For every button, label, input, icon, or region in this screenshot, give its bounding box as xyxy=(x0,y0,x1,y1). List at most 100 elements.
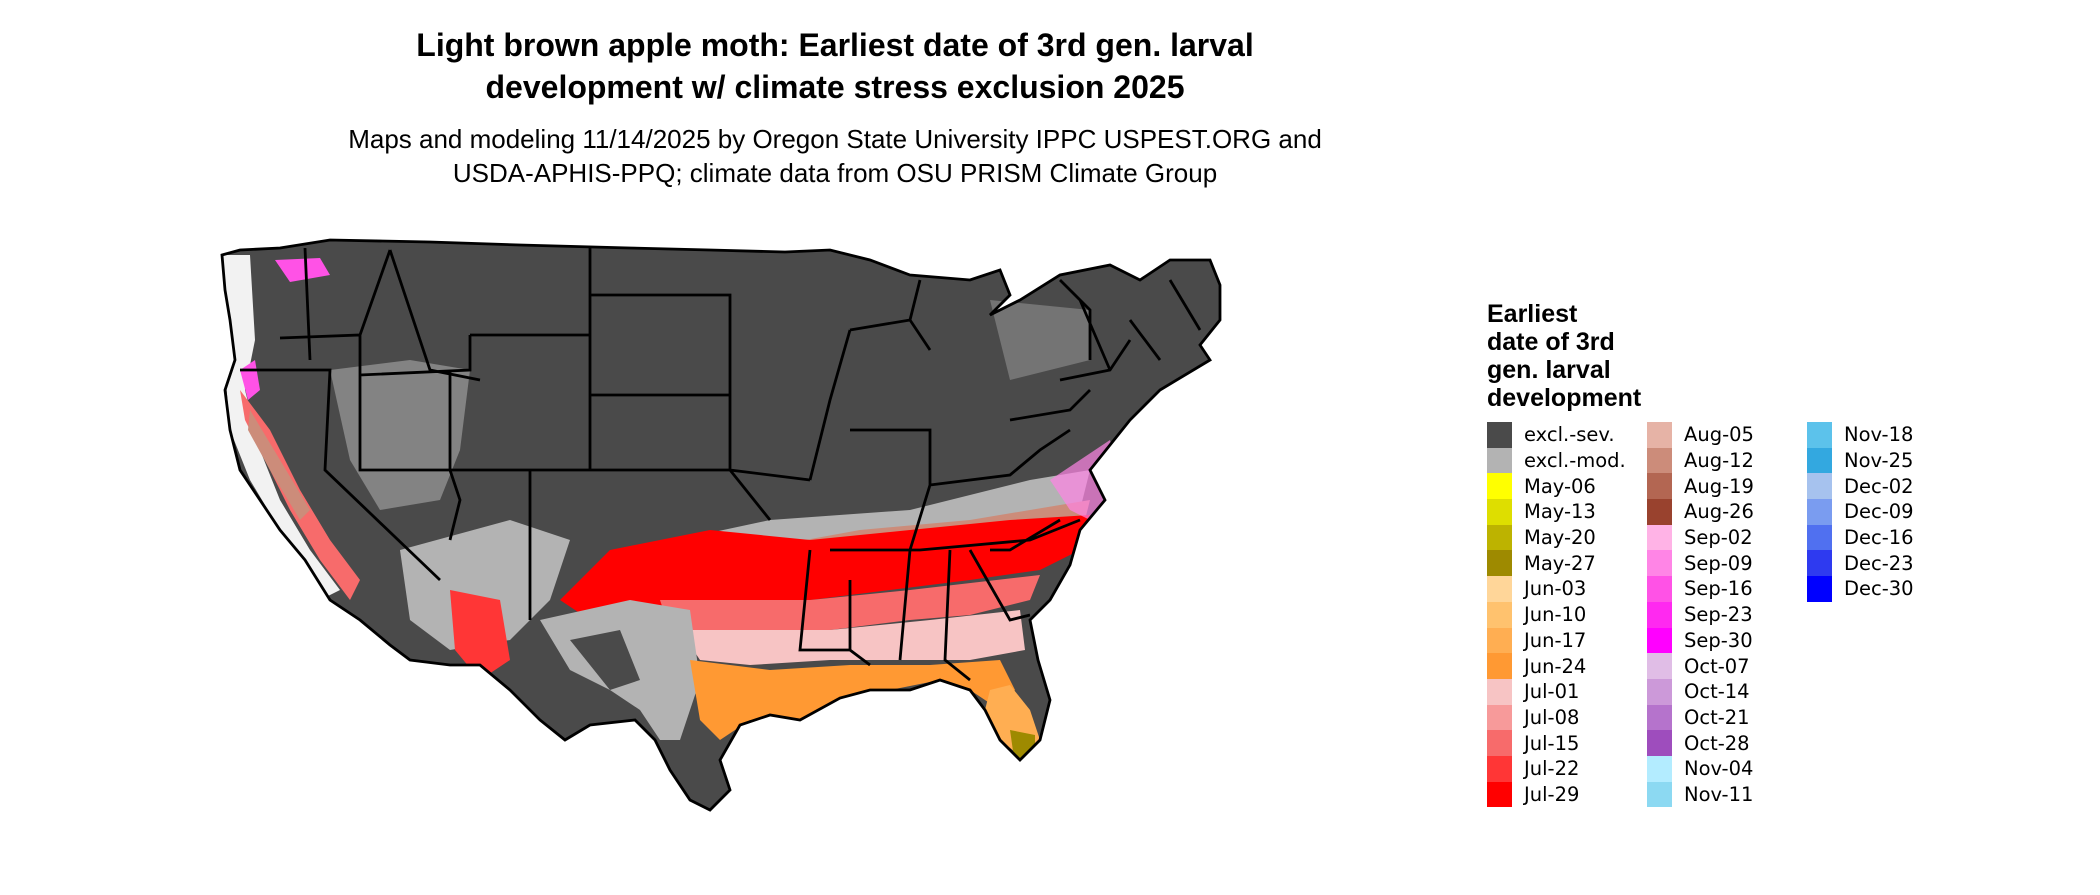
legend-swatch xyxy=(1487,781,1512,808)
legend-item: Aug-05 xyxy=(1647,422,1754,448)
subtitle-line-2: USDA-APHIS-PPQ; climate data from OSU PR… xyxy=(452,158,1218,188)
legend-swatch xyxy=(1487,447,1512,474)
legend-label: Sep-16 xyxy=(1684,577,1753,601)
legend-item: Nov-04 xyxy=(1647,755,1754,782)
legend-swatch xyxy=(1647,550,1672,577)
legend-item: Sep-09 xyxy=(1647,550,1754,577)
legend-label: Dec-09 xyxy=(1844,500,1914,524)
legend-item: Jul-29 xyxy=(1487,781,1626,808)
legend-label: Nov-04 xyxy=(1684,757,1754,781)
legend-label: Nov-18 xyxy=(1844,423,1914,447)
region-northeast-mod xyxy=(990,300,1090,380)
map-subtitle: Maps and modeling 11/14/2025 by Oregon S… xyxy=(0,122,1670,190)
title-line-1: Light brown apple moth: Earliest date of… xyxy=(416,27,1254,63)
legend-item: May-27 xyxy=(1487,550,1626,577)
legend-swatch xyxy=(1647,499,1672,525)
legend-label: Jun-10 xyxy=(1524,603,1587,627)
legend-item: Nov-11 xyxy=(1647,781,1754,808)
legend-label: May-06 xyxy=(1524,474,1596,498)
legend-item: May-20 xyxy=(1487,524,1626,551)
legend-label: Jun-24 xyxy=(1524,654,1587,678)
region-southwest-mod xyxy=(400,520,570,650)
legend-item: Jun-24 xyxy=(1487,653,1626,679)
legend-label: Oct-28 xyxy=(1684,731,1750,755)
legend-label: Oct-14 xyxy=(1684,680,1750,704)
legend-swatch xyxy=(1647,422,1672,448)
legend-swatch xyxy=(1487,499,1512,525)
legend-swatch xyxy=(1487,678,1512,705)
subtitle-line-1: Maps and modeling 11/14/2025 by Oregon S… xyxy=(348,124,1322,154)
legend-item: Dec-16 xyxy=(1807,524,1914,551)
legend-label: Aug-12 xyxy=(1684,449,1754,473)
legend-column-2: Aug-05 Aug-12 Aug-19 Aug-26 Sep-02 Sep-09 Sep-… xyxy=(1647,422,1754,808)
legend-item: May-13 xyxy=(1487,499,1626,525)
legend-label: Dec-16 xyxy=(1844,526,1914,550)
legend-label: Jul-08 xyxy=(1524,705,1580,729)
legend-swatch xyxy=(1487,730,1512,756)
legend-item: Jul-15 xyxy=(1487,730,1626,756)
legend-label: Oct-07 xyxy=(1684,654,1750,678)
legend-swatch xyxy=(1647,704,1672,731)
region-pacific-coast xyxy=(222,255,340,600)
legend-swatch xyxy=(1487,422,1512,448)
legend-swatch xyxy=(1487,550,1512,577)
legend-label: May-13 xyxy=(1524,500,1596,524)
legend-label: May-20 xyxy=(1524,526,1596,550)
legend-label: excl.-mod. xyxy=(1524,449,1626,473)
legend-item: Jul-01 xyxy=(1487,678,1626,705)
legend-item: Aug-26 xyxy=(1647,499,1754,525)
legend-swatch xyxy=(1807,576,1832,602)
title-line-2: development w/ climate stress exclusion … xyxy=(485,69,1185,105)
legend-swatch xyxy=(1487,653,1512,679)
legend-title-line: gen. larval xyxy=(1487,356,1611,384)
legend-swatch xyxy=(1647,653,1672,679)
legend-swatch xyxy=(1487,755,1512,782)
legend: Earliest date of 3rd gen. larval develop… xyxy=(1487,300,1987,820)
legend-swatch xyxy=(1807,550,1832,577)
legend-swatch xyxy=(1647,781,1672,808)
legend-item: May-06 xyxy=(1487,473,1626,500)
us-map xyxy=(210,220,1460,890)
legend-label: Aug-19 xyxy=(1684,474,1754,498)
legend-label: Nov-11 xyxy=(1684,782,1754,806)
legend-swatch xyxy=(1647,730,1672,756)
legend-item: Sep-23 xyxy=(1647,601,1754,628)
legend-item: excl.-sev. xyxy=(1487,422,1626,448)
legend-item: Dec-09 xyxy=(1807,499,1914,525)
legend-item: Dec-02 xyxy=(1807,473,1914,500)
legend-label: Sep-30 xyxy=(1684,628,1753,652)
legend-item: Sep-30 xyxy=(1647,627,1754,654)
legend-label: Sep-02 xyxy=(1684,526,1753,550)
legend-swatch xyxy=(1487,473,1512,500)
legend-swatch xyxy=(1807,422,1832,448)
legend-label: Jul-22 xyxy=(1524,757,1580,781)
region-texas-severe xyxy=(570,630,640,690)
legend-swatch xyxy=(1487,576,1512,602)
legend-item: Dec-23 xyxy=(1807,550,1914,577)
legend-swatch xyxy=(1807,473,1832,500)
legend-item: Aug-12 xyxy=(1647,447,1754,474)
legend-item: Jun-03 xyxy=(1487,576,1626,602)
legend-label: Sep-09 xyxy=(1684,551,1753,575)
legend-swatch xyxy=(1647,473,1672,500)
region-southwest-hot xyxy=(450,590,510,680)
region-jul29-band xyxy=(560,515,1090,620)
legend-swatch xyxy=(1487,601,1512,628)
legend-label: Aug-26 xyxy=(1684,500,1754,524)
legend-swatch xyxy=(1487,627,1512,654)
legend-title: Earliest date of 3rd gen. larval develop… xyxy=(1487,300,1687,412)
us-map-svg xyxy=(220,238,1222,812)
legend-label: Jul-01 xyxy=(1524,680,1580,704)
legend-swatch xyxy=(1487,524,1512,551)
legend-swatch xyxy=(1807,447,1832,474)
legend-item: Jul-22 xyxy=(1487,755,1626,782)
legend-item: excl.-mod. xyxy=(1487,447,1626,474)
legend-label: Dec-23 xyxy=(1844,551,1914,575)
legend-swatch xyxy=(1647,447,1672,474)
legend-column-1: excl.-sev. excl.-mod. May-06 May-13 May-20 Ma… xyxy=(1487,422,1626,808)
legend-label: Dec-30 xyxy=(1844,577,1914,601)
legend-label: Aug-05 xyxy=(1684,423,1754,447)
region-california-foothills xyxy=(248,410,310,520)
legend-swatch xyxy=(1807,499,1832,525)
legend-label: Oct-21 xyxy=(1684,705,1750,729)
